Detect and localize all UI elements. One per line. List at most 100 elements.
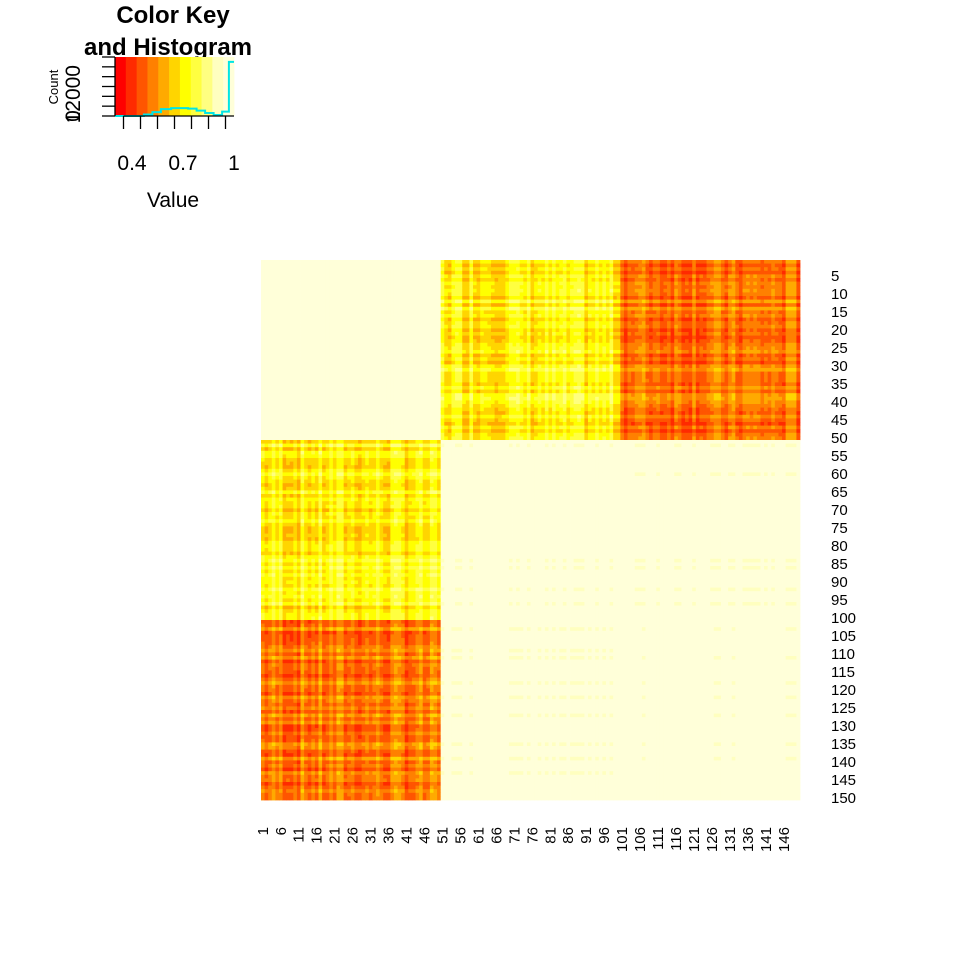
heatmap-cell	[789, 285, 793, 289]
heatmap-cell	[552, 372, 556, 376]
heatmap-cell	[448, 346, 452, 350]
heatmap-cell	[757, 361, 761, 365]
heatmap-cell	[552, 318, 556, 322]
heatmap-cell	[286, 264, 290, 268]
heatmap-cell	[735, 350, 739, 354]
heatmap-cell	[358, 354, 362, 358]
heatmap-cell	[527, 336, 531, 340]
heatmap-cell	[459, 346, 463, 350]
heatmap-cell	[753, 354, 757, 358]
heatmap-cell	[520, 375, 524, 379]
heatmap-cell	[419, 314, 423, 318]
heatmap-cell	[498, 310, 502, 314]
heatmap-cell	[394, 332, 398, 336]
heatmap-cell	[570, 354, 574, 358]
heatmap-cell	[459, 264, 463, 268]
heatmap-cell	[455, 260, 459, 264]
heatmap-cell	[405, 343, 409, 347]
heatmap-cell	[793, 289, 797, 293]
heatmap-cell	[484, 343, 488, 347]
heatmap-cell	[520, 285, 524, 289]
heatmap-cell	[423, 271, 427, 275]
heatmap-cell	[778, 368, 782, 372]
heatmap-cell	[347, 264, 351, 268]
heatmap-cell	[433, 296, 437, 300]
heatmap-cell	[757, 321, 761, 325]
heatmap-cell	[725, 264, 729, 268]
heatmap-cell	[595, 314, 599, 318]
heatmap-cell	[444, 321, 448, 325]
heatmap-cell	[721, 350, 725, 354]
heatmap-cell	[340, 278, 344, 282]
heatmap-cell	[786, 292, 790, 296]
heatmap-cell	[347, 285, 351, 289]
heatmap-cell	[613, 292, 617, 296]
heatmap-cell	[613, 296, 617, 300]
heatmap-cell	[272, 314, 276, 318]
heatmap-cell	[347, 318, 351, 322]
heatmap-cell	[297, 264, 301, 268]
heatmap-cell	[771, 271, 775, 275]
heatmap-cell	[628, 343, 632, 347]
heatmap-cell	[408, 328, 412, 332]
heatmap-cell	[531, 321, 535, 325]
heatmap-cell	[365, 282, 369, 286]
heatmap-cell	[437, 282, 441, 286]
heatmap-cell	[725, 307, 729, 311]
heatmap-cell	[351, 328, 355, 332]
heatmap-cell	[495, 332, 499, 336]
color-key-y-tick-label: 12000	[62, 65, 85, 123]
heatmap-cell	[595, 368, 599, 372]
heatmap-cell	[563, 267, 567, 271]
heatmap-cell	[531, 357, 535, 361]
heatmap-cell	[660, 339, 664, 343]
heatmap-cell	[732, 289, 736, 293]
heatmap-cell	[696, 339, 700, 343]
heatmap-cell	[750, 274, 754, 278]
heatmap-cell	[681, 271, 685, 275]
heatmap-cell	[584, 321, 588, 325]
heatmap-cell	[426, 314, 430, 318]
heatmap-cell	[430, 285, 434, 289]
heatmap-cell	[588, 350, 592, 354]
heatmap-cell	[689, 375, 693, 379]
heatmap-cell	[441, 314, 445, 318]
heatmap-cell	[699, 328, 703, 332]
heatmap-cell	[649, 346, 653, 350]
heatmap-cell	[275, 267, 279, 271]
heatmap-cell	[329, 300, 333, 304]
heatmap-cell	[283, 264, 287, 268]
heatmap-cell	[376, 343, 380, 347]
heatmap-cell	[782, 300, 786, 304]
heatmap-cell	[760, 307, 764, 311]
heatmap-cell	[717, 278, 721, 282]
heatmap-cell	[333, 318, 337, 322]
heatmap-cell	[344, 318, 348, 322]
heatmap-cell	[645, 325, 649, 329]
heatmap-cell	[423, 314, 427, 318]
heatmap-cell	[362, 336, 366, 340]
heatmap-cell	[487, 357, 491, 361]
heatmap-cell	[645, 267, 649, 271]
heatmap-cell	[444, 267, 448, 271]
heatmap-cell	[667, 328, 671, 332]
heatmap-cell	[606, 314, 610, 318]
heatmap-cell	[261, 303, 265, 307]
heatmap-cell	[412, 372, 416, 376]
heatmap-cell	[455, 336, 459, 340]
heatmap-cell	[649, 368, 653, 372]
heatmap-cell	[559, 325, 563, 329]
heatmap-cell	[469, 336, 473, 340]
heatmap-cell	[265, 332, 269, 336]
heatmap-cell	[750, 285, 754, 289]
heatmap-cell	[329, 346, 333, 350]
heatmap-cell	[671, 300, 675, 304]
heatmap-cell	[491, 278, 495, 282]
heatmap-cell	[261, 278, 265, 282]
heatmap-cell	[793, 314, 797, 318]
heatmap-cell	[678, 278, 682, 282]
heatmap-cell	[753, 372, 757, 376]
heatmap-cell	[721, 282, 725, 286]
heatmap-cell	[416, 300, 420, 304]
heatmap-cell	[728, 264, 732, 268]
